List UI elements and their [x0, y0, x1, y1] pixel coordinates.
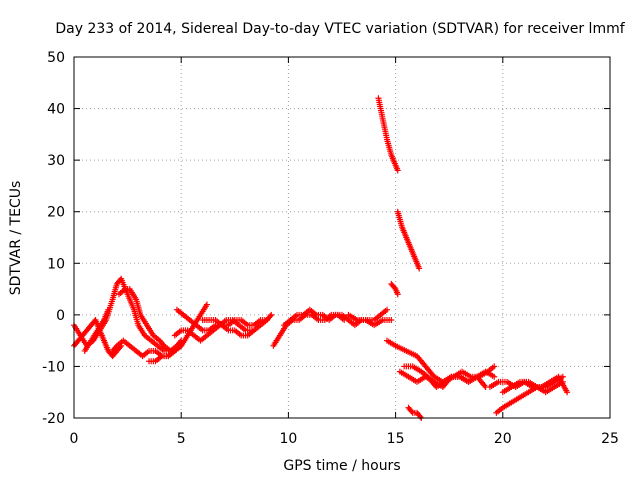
data-points [71, 95, 571, 421]
data-point-fill [408, 408, 415, 415]
y-tick-label: 30 [47, 153, 65, 169]
x-tick-label: 10 [279, 431, 297, 447]
series-track-12 [345, 311, 395, 329]
data-point [416, 265, 423, 272]
data-point [394, 167, 401, 174]
plot-frame [73, 56, 611, 419]
data-point [203, 301, 210, 308]
y-tick-label: 20 [47, 205, 65, 221]
chart-title: Day 233 of 2014, Sidereal Day-to-day VTE… [55, 21, 625, 37]
data-point [559, 378, 566, 385]
y-axis-label: SDTVAR / TECUs [8, 181, 24, 296]
series-track-9 [199, 311, 275, 329]
y-tick-label: -20 [42, 411, 65, 427]
data-point [564, 389, 571, 396]
y-tick-label: -10 [42, 359, 65, 375]
series-track-3 [81, 306, 112, 354]
data-point [248, 327, 255, 334]
data-point [394, 291, 401, 298]
x-tick-label: 5 [177, 431, 186, 447]
data-point [491, 373, 498, 380]
data-point [491, 363, 498, 370]
y-tick-label: 10 [47, 256, 65, 272]
data-point [384, 306, 391, 313]
data-point [268, 311, 275, 318]
grid [74, 57, 610, 418]
series-track-22 [499, 378, 566, 396]
y-tick-label: 40 [47, 102, 65, 118]
x-tick-label: 15 [387, 431, 405, 447]
x-tick-label: 25 [601, 431, 619, 447]
series-track-19 [405, 404, 425, 421]
series-track-13 [375, 95, 401, 174]
series-track-15 [394, 208, 423, 272]
y-tick-label: 50 [47, 50, 65, 66]
data-point-fill [417, 413, 424, 420]
series-track-18 [401, 363, 498, 391]
data-point-fill [391, 284, 398, 291]
series-track-14 [388, 280, 401, 298]
x-tick-label: 20 [494, 431, 512, 447]
data-point-fill [267, 313, 274, 320]
series-track-2 [71, 317, 125, 360]
x-tick-label: 0 [70, 431, 79, 447]
x-axis-label: GPS time / hours [283, 458, 400, 474]
y-tick-label: 0 [56, 308, 65, 324]
data-point [105, 306, 112, 313]
data-point [388, 317, 395, 324]
series-track-5 [116, 286, 174, 354]
